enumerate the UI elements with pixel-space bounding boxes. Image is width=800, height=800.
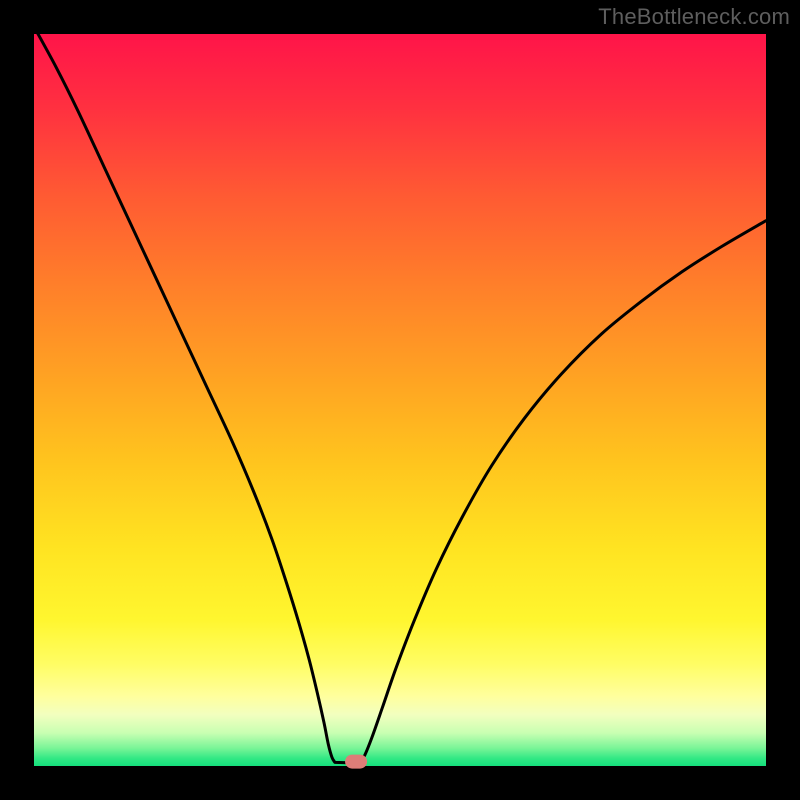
optimal-point-marker bbox=[345, 755, 367, 769]
chart-svg bbox=[0, 0, 800, 800]
bottleneck-chart: TheBottleneck.com bbox=[0, 0, 800, 800]
